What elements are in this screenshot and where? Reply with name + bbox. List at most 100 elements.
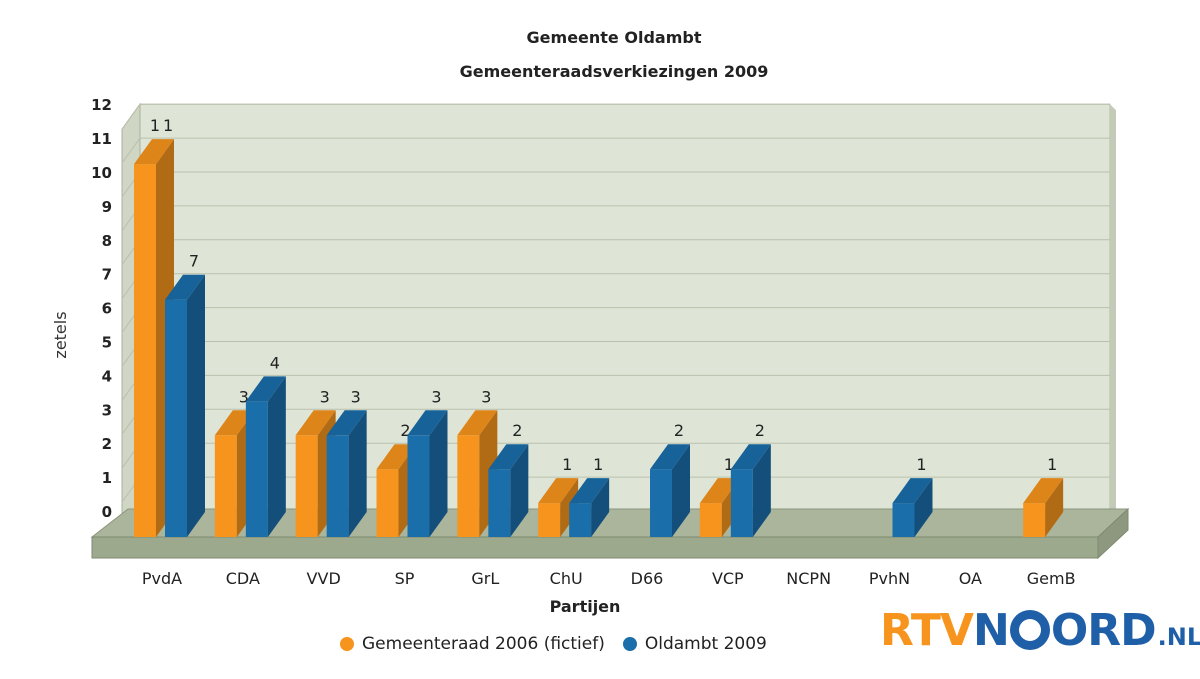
data-label-2009-PvhN: 1 [916,455,926,474]
legend-swatch-2006 [340,637,354,651]
rtv-noord-logo: RTV N ORD .NL [880,604,1200,656]
y-tick-label: 8 [102,232,112,250]
bar-2009-VVD [326,435,349,537]
data-label-2009-SP: 3 [431,387,441,406]
bar-top-2009-VCP [730,444,771,470]
bar-2009-PvhN [892,503,915,537]
bar-side-2006-GemB [1045,478,1064,537]
y-tick-label: 5 [102,334,112,352]
logo-noord-rest: ORD [1050,604,1157,656]
bar-2009-D66 [650,469,672,537]
x-tick-label-D66: D66 [631,569,664,588]
logo-noord-text: N ORD [972,604,1157,656]
x-tick-label-GrL: GrL [471,569,499,588]
y-tick-label: 10 [91,164,112,182]
chart-subtitle: Gemeenteraadsverkiezingen 2009 [460,62,769,81]
bar-side-2009-D66 [672,444,690,537]
legend-label-2009: Oldambt 2009 [644,634,767,654]
bar-side-2009-PvdA [187,274,205,537]
data-label-2006-VCP: 1 [724,455,734,474]
bar-2006-VCP [699,503,722,537]
plot-floor-side [1097,507,1129,560]
y-tick-label: 9 [102,198,112,216]
y-tick-label: 4 [102,367,112,385]
bar-top-2006-GrL [457,410,498,436]
bar-side-2009-GrL [510,444,529,537]
bar-2009-ChU [569,503,592,537]
x-tick-label-OA: OA [959,569,982,588]
x-tick-label-SP: SP [395,569,415,588]
y-tick-label: 11 [91,130,112,148]
y-tick-label: 1 [102,469,112,487]
data-label-2009-VCP: 2 [755,421,765,440]
data-label-2006-SP: 2 [400,421,410,440]
x-tick-label-PvhN: PvhN [869,569,910,588]
bar-2009-VCP [730,469,753,537]
bar-side-2009-PvhN [914,478,933,537]
bar-top-2006-GemB [1023,478,1064,504]
logo-noord-n: N [972,604,1010,656]
bar-top-2009-GrL [488,444,529,470]
plot-right-edge [1110,104,1116,517]
data-label-2009-D66: 2 [674,421,684,440]
bar-2006-ChU [538,503,561,537]
plot-floor-front [91,536,1099,559]
logo-rtv-text: RTV [880,604,974,656]
y-tick-label: 6 [102,300,112,318]
data-label-2006-VVD: 3 [320,387,330,406]
bar-top-2009-PvhN [892,478,933,504]
data-label-2006-ChU: 1 [562,455,572,474]
bar-2006-PvdA [134,164,156,537]
bar-2009-SP [407,435,430,537]
bar-top-2006-SP [376,444,417,470]
y-tick-label: 0 [102,503,112,521]
bar-top-2009-D66 [650,444,690,470]
data-label-2009-GrL: 2 [512,421,522,440]
x-tick-label-ChU: ChU [550,569,583,588]
data-label-2006-GrL: 3 [481,387,491,406]
bar-top-2006-VVD [295,410,336,436]
x-tick-label-NCPN: NCPN [786,569,831,588]
x-tick-label-VCP: VCP [712,569,744,588]
legend-swatch-2009 [622,637,637,651]
bar-top-2009-SP [407,410,448,436]
x-tick-label-GemB: GemB [1027,569,1076,588]
data-label-2006-CDA: 3 [239,387,249,406]
y-axis-label: zetels [51,311,70,358]
bar-top-2009-VVD [326,410,367,436]
bar-side-2009-VVD [348,410,367,537]
bar-top-2006-PvdA [134,139,174,165]
y-tick-label: 7 [102,266,112,284]
y-tick-label: 2 [102,435,112,453]
bar-top-2006-VCP [699,478,740,504]
bar-top-2009-PvdA [165,274,205,300]
grid-line-side [121,103,141,130]
bar-side-2009-ChU [591,478,610,537]
grid-line-side [121,137,141,164]
bar-2006-VVD [295,435,318,537]
chart-title: Gemeente Oldambt [527,28,702,47]
data-label-2009-CDA: 4 [270,353,280,372]
x-tick-label-CDA: CDA [226,569,260,588]
data-label-2006-GemB: 1 [1047,455,1057,474]
bar-top-2006-CDA [214,410,255,436]
x-axis-label: Partijen [550,597,621,616]
bar-2009-CDA [245,401,268,537]
bar-top-2009-CDA [245,376,286,402]
data-label-2006-PvdA: 11 [150,116,176,135]
bar-top-2009-ChU [569,478,610,504]
legend-label-2006: Gemeenteraad 2006 (fictief) [362,634,605,654]
bar-top-2006-ChU [538,478,579,504]
data-label-2009-PvdA: 7 [189,252,199,271]
legend-item-2009[interactable]: Oldambt 2009 [622,634,767,654]
bar-2006-GrL [457,435,480,537]
bar-2009-GrL [488,469,511,537]
logo-o-icon [1009,610,1050,650]
legend-item-2006[interactable]: Gemeenteraad 2006 (fictief) [340,634,605,654]
bar-side-2009-CDA [267,376,286,537]
bar-side-2009-SP [429,410,448,537]
bar-2006-SP [376,469,399,537]
